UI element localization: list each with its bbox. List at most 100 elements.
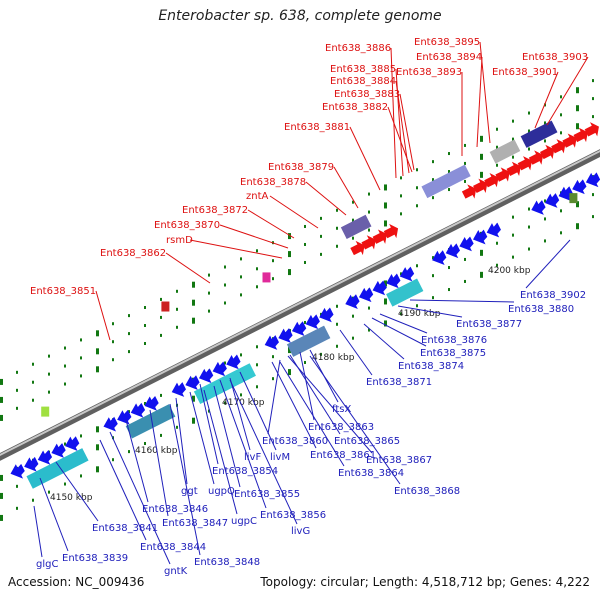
- tick-mark: [544, 239, 546, 243]
- leader-line: [149, 409, 169, 517]
- tick-mark: [384, 184, 387, 191]
- tick-mark: [80, 434, 82, 438]
- tick-mark: [32, 398, 34, 402]
- bottom-gene-label: ugpQ: [208, 486, 235, 497]
- forward-gene: [584, 122, 599, 137]
- ruler-label: 4150 kbp: [50, 493, 93, 503]
- tick-mark: [192, 317, 195, 324]
- tick-mark: [16, 370, 18, 374]
- forward-gene: [562, 133, 577, 148]
- top-gene-label: Ent638_3885: [330, 64, 396, 75]
- tick-marks: [0, 79, 594, 521]
- tick-mark: [128, 332, 130, 336]
- tick-mark: [528, 111, 530, 115]
- tick-mark: [320, 352, 322, 356]
- topology-info: Topology: circular; Length: 4,518,712 bp…: [260, 575, 590, 589]
- reverse-gene: [372, 280, 387, 296]
- tick-mark: [464, 279, 466, 283]
- top-gene-label: Ent638_3881: [284, 122, 350, 133]
- tick-mark: [432, 196, 434, 200]
- reverse-gene: [171, 382, 186, 397]
- tick-mark: [400, 212, 402, 216]
- bottom-gene-label: Ent638_3865: [334, 436, 400, 447]
- genome-backbone: [0, 149, 600, 461]
- bottom-gene-label: Ent638_3868: [394, 486, 460, 497]
- tick-mark: [192, 417, 195, 424]
- tick-mark: [240, 293, 242, 297]
- tick-mark: [176, 307, 178, 311]
- reverse-gene: [459, 236, 474, 252]
- tick-mark: [368, 210, 370, 214]
- reverse-gene: [24, 456, 39, 472]
- gene-marker: [161, 301, 170, 312]
- tick-mark: [336, 244, 338, 248]
- bottom-gene-label: Ent638_3860: [262, 436, 328, 447]
- reverse-gene: [144, 396, 159, 411]
- ruler-label: 4170 kbp: [222, 398, 265, 408]
- tick-mark: [0, 396, 3, 403]
- top-gene-label: Ent638_3872: [182, 205, 248, 216]
- leader-line: [387, 106, 413, 173]
- tick-mark: [512, 233, 514, 237]
- tick-mark: [320, 234, 322, 238]
- tick-mark: [320, 216, 322, 220]
- leader-line: [333, 166, 359, 209]
- leader-line: [525, 239, 571, 289]
- tick-mark: [304, 224, 306, 228]
- top-gene-label: rsmD: [166, 235, 193, 246]
- tick-mark: [512, 155, 514, 159]
- tick-mark: [112, 458, 114, 462]
- gene-labels: Ent638_3886Ent638_3885Ent638_3884Ent638_…: [30, 37, 588, 577]
- reverse-gene: [103, 416, 118, 432]
- tick-mark: [304, 242, 306, 246]
- tick-mark: [0, 474, 3, 481]
- bottom-gene-label: livF: [244, 452, 261, 463]
- tick-mark: [288, 347, 291, 354]
- tick-mark: [416, 186, 418, 190]
- leader-line: [349, 126, 381, 191]
- gene-features: [10, 120, 600, 489]
- tick-mark: [32, 362, 34, 366]
- reverse-gene: [319, 307, 334, 323]
- tick-mark: [288, 269, 291, 276]
- tick-mark: [144, 342, 146, 346]
- leader-line: [409, 299, 515, 303]
- leader-line: [99, 439, 147, 541]
- gene-block: [340, 214, 372, 239]
- top-gene-label: Ent638_3878: [240, 177, 306, 188]
- tick-mark: [400, 194, 402, 198]
- tick-mark: [176, 289, 178, 293]
- tick-mark: [208, 273, 210, 277]
- forward-gene: [484, 173, 499, 188]
- tick-mark: [496, 263, 498, 267]
- leader-line: [279, 361, 345, 467]
- reverse-gene: [544, 193, 560, 208]
- tick-mark: [352, 336, 354, 340]
- tick-mark: [48, 490, 50, 494]
- bottom-gene-label: Ent638_3902: [520, 290, 586, 301]
- tick-mark: [432, 160, 434, 164]
- tick-mark: [336, 304, 338, 308]
- tick-mark: [160, 433, 162, 437]
- tick-mark: [432, 296, 434, 300]
- tick-mark: [544, 121, 546, 125]
- reverse-gene: [585, 172, 600, 188]
- tick-mark: [464, 143, 466, 147]
- tick-mark: [160, 315, 162, 319]
- forward-gene: [473, 178, 488, 193]
- tick-mark: [48, 354, 50, 358]
- leader-line: [399, 93, 415, 171]
- tick-mark: [32, 498, 34, 502]
- gene-marker: [569, 193, 578, 204]
- top-gene-label: Ent638_3895: [414, 37, 480, 48]
- tick-mark: [144, 306, 146, 310]
- tick-mark: [592, 115, 594, 119]
- leader-line: [379, 313, 428, 334]
- tick-mark: [416, 204, 418, 208]
- tick-mark: [528, 247, 530, 251]
- tick-mark: [528, 207, 530, 211]
- top-gene-label: Ent638_3893: [396, 67, 462, 78]
- tick-mark: [288, 251, 291, 258]
- tick-mark: [128, 350, 130, 354]
- forward-gene: [573, 127, 588, 143]
